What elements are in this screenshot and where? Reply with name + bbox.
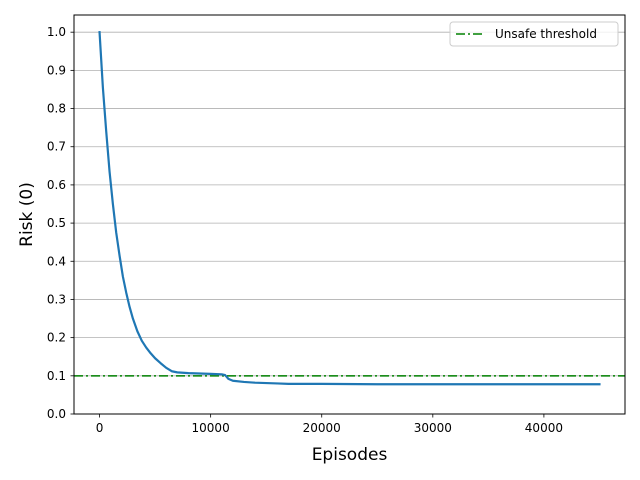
x-axis-label: Episodes [312,445,388,465]
y-tick-label-6: 0.6 [47,178,66,192]
y-tick-label-2: 0.2 [47,331,66,345]
legend-threshold-label: Unsafe threshold [495,27,597,41]
y-tick-label-4: 0.4 [47,254,66,268]
series-group [98,31,601,386]
series-line-0 [98,31,601,386]
y-axis-ticks: 0.0 0.1 0.2 0.3 0.4 0.5 0.6 0.7 0.8 0.9 1.0 [47,25,74,421]
y-tick-label-10: 1.0 [47,25,66,39]
plot-area-frame [73,14,626,415]
x-tick-label-0: 0 [96,421,104,435]
y-tick-label-1: 0.1 [47,369,66,383]
y-tick-label-8: 0.8 [47,102,66,116]
x-tick-label-3: 30000 [414,421,452,435]
y-tick-label-3: 0.3 [47,292,66,306]
x-tick-label-1: 10000 [192,421,230,435]
y-tick-label-5: 0.5 [47,216,66,230]
y-tick-label-7: 0.7 [47,140,66,154]
y-tick-label-0: 0.0 [47,407,66,421]
legend-box [449,21,619,47]
x-tick-label-4: 40000 [525,421,563,435]
y-axis-label: Risk (0) [17,182,37,247]
legend: Unsafe threshold [449,21,619,47]
x-axis-ticks: 0 10000 20000 30000 40000 [96,414,563,435]
x-tick-label-2: 20000 [303,421,341,435]
y-tick-label-9: 0.9 [47,63,66,77]
